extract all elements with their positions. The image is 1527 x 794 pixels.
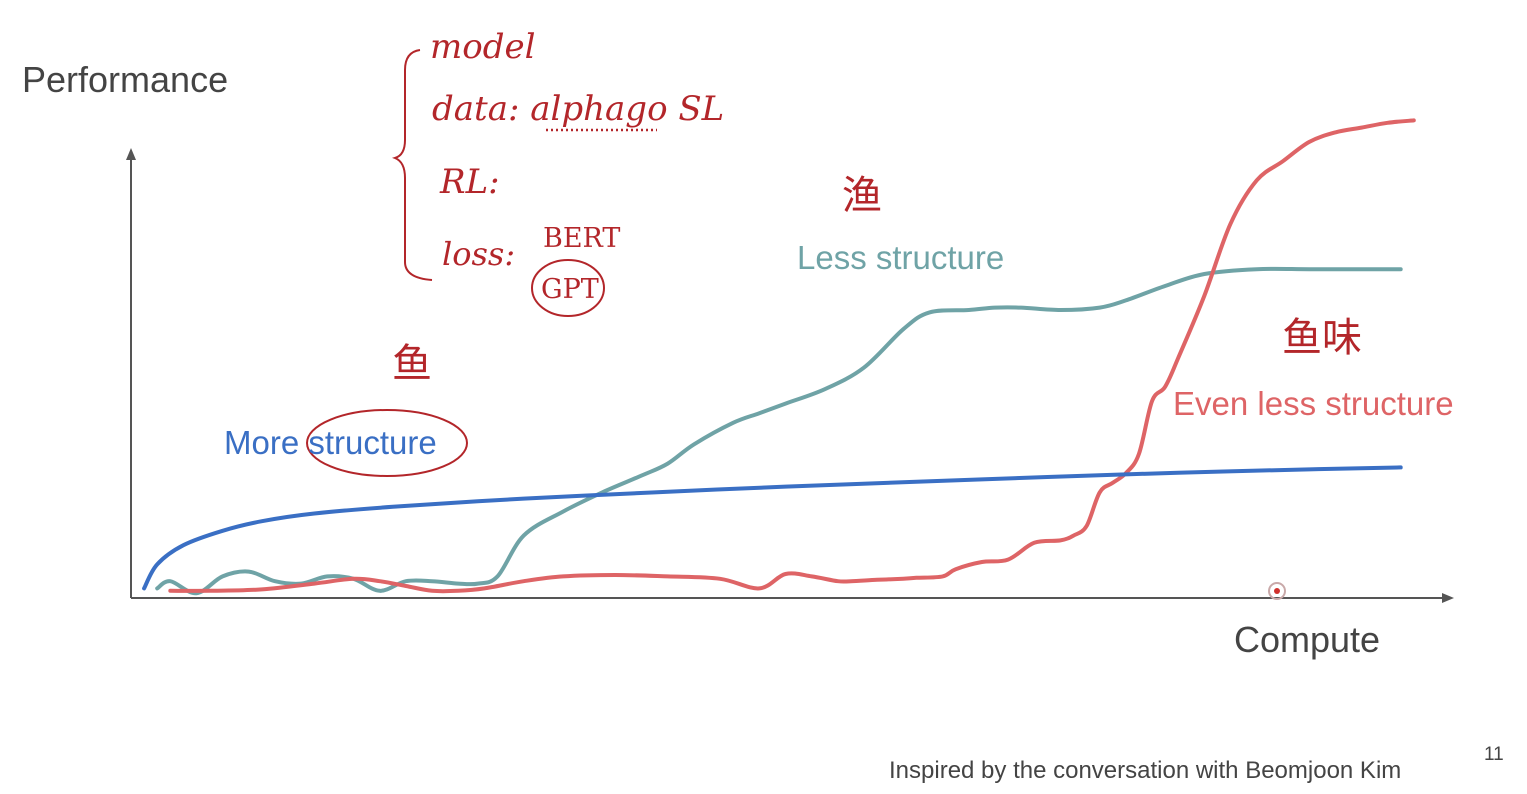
annotation-model: model — [430, 27, 536, 67]
structure-circle — [306, 409, 468, 477]
annotation-data: data: alphago SL — [432, 89, 725, 129]
annotation-brace — [391, 49, 433, 281]
annotation-rl: RL: — [440, 162, 500, 202]
pointer-ring — [1268, 582, 1286, 600]
series-line-less-structure — [155, 266, 1403, 596]
y-axis-label: Performance — [22, 59, 229, 100]
footer-credit: Inspired by the conversation with Beomjo… — [889, 757, 1402, 784]
annotation-char-even: 鱼味 — [1282, 315, 1362, 361]
annotation-char-more: 鱼 — [392, 341, 432, 387]
annotation-bert: BERT — [543, 223, 621, 254]
series-line-more-structure — [142, 465, 1403, 591]
annotation-char-less: 渔 — [842, 173, 882, 219]
series-label-more-structure: More structure — [224, 424, 437, 461]
y-axis-arrow — [126, 148, 136, 160]
annotation-loss: loss: — [442, 235, 516, 273]
series-label-even-less-structure: Even less structure — [1173, 385, 1454, 422]
gpt-circle — [531, 259, 605, 317]
x-axis-label: Compute — [1234, 619, 1381, 660]
annotation-gpt: GPT — [541, 274, 599, 305]
page-number: 11 — [1484, 744, 1504, 765]
series-line-even-less-structure — [168, 118, 1416, 594]
pointer-dot — [1274, 588, 1280, 594]
x-axis-arrow — [1442, 593, 1454, 603]
series-label-less-structure: Less structure — [797, 239, 1005, 276]
